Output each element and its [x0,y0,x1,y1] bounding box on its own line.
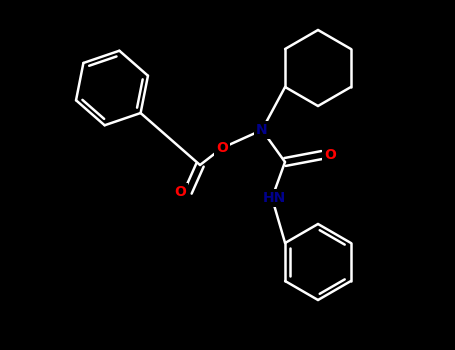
Text: N: N [256,123,268,137]
Text: O: O [216,141,228,155]
Text: HN: HN [263,191,286,205]
Text: O: O [174,185,186,199]
Text: O: O [324,148,336,162]
